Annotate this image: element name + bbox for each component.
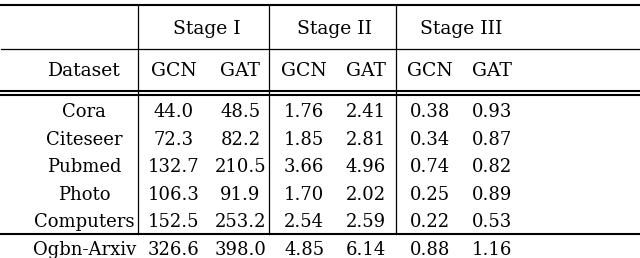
Text: Citeseer: Citeseer xyxy=(46,131,122,149)
Text: 2.41: 2.41 xyxy=(346,103,386,121)
Text: 72.3: 72.3 xyxy=(154,131,193,149)
Text: Dataset: Dataset xyxy=(48,62,120,80)
Text: 0.87: 0.87 xyxy=(472,131,512,149)
Text: GAT: GAT xyxy=(220,62,260,80)
Text: Photo: Photo xyxy=(58,186,111,204)
Text: GCN: GCN xyxy=(407,62,452,80)
Text: 0.25: 0.25 xyxy=(410,186,450,204)
Text: 0.82: 0.82 xyxy=(472,158,512,176)
Text: 326.6: 326.6 xyxy=(148,241,199,258)
Text: GCN: GCN xyxy=(281,62,327,80)
Text: Stage III: Stage III xyxy=(420,20,502,38)
Text: 0.53: 0.53 xyxy=(472,213,512,231)
Text: Stage II: Stage II xyxy=(298,20,372,38)
Text: 6.14: 6.14 xyxy=(346,241,386,258)
Text: 0.74: 0.74 xyxy=(410,158,450,176)
Text: 2.02: 2.02 xyxy=(346,186,386,204)
Text: 0.22: 0.22 xyxy=(410,213,450,231)
Text: 44.0: 44.0 xyxy=(154,103,193,121)
Text: 1.76: 1.76 xyxy=(284,103,324,121)
Text: GAT: GAT xyxy=(472,62,512,80)
Text: GAT: GAT xyxy=(346,62,386,80)
Text: 1.85: 1.85 xyxy=(284,131,324,149)
Text: Computers: Computers xyxy=(34,213,134,231)
Text: 2.81: 2.81 xyxy=(346,131,386,149)
Text: 0.89: 0.89 xyxy=(472,186,512,204)
Text: 1.70: 1.70 xyxy=(284,186,324,204)
Text: 106.3: 106.3 xyxy=(147,186,200,204)
Text: 398.0: 398.0 xyxy=(214,241,266,258)
Text: 132.7: 132.7 xyxy=(148,158,199,176)
Text: 82.2: 82.2 xyxy=(220,131,260,149)
Text: 1.16: 1.16 xyxy=(472,241,512,258)
Text: Ogbn-Arxiv: Ogbn-Arxiv xyxy=(33,241,136,258)
Text: 3.66: 3.66 xyxy=(284,158,324,176)
Text: 4.96: 4.96 xyxy=(346,158,386,176)
Text: 91.9: 91.9 xyxy=(220,186,260,204)
Text: 4.85: 4.85 xyxy=(284,241,324,258)
Text: GCN: GCN xyxy=(150,62,196,80)
Text: 210.5: 210.5 xyxy=(214,158,266,176)
Text: 0.34: 0.34 xyxy=(410,131,450,149)
Text: 0.88: 0.88 xyxy=(410,241,450,258)
Text: Cora: Cora xyxy=(62,103,106,121)
Text: 152.5: 152.5 xyxy=(148,213,199,231)
Text: 48.5: 48.5 xyxy=(220,103,260,121)
Text: 2.59: 2.59 xyxy=(346,213,386,231)
Text: 0.93: 0.93 xyxy=(472,103,512,121)
Text: 0.38: 0.38 xyxy=(410,103,450,121)
Text: 253.2: 253.2 xyxy=(214,213,266,231)
Text: 2.54: 2.54 xyxy=(284,213,324,231)
Text: Pubmed: Pubmed xyxy=(47,158,122,176)
Text: Stage I: Stage I xyxy=(173,20,241,38)
